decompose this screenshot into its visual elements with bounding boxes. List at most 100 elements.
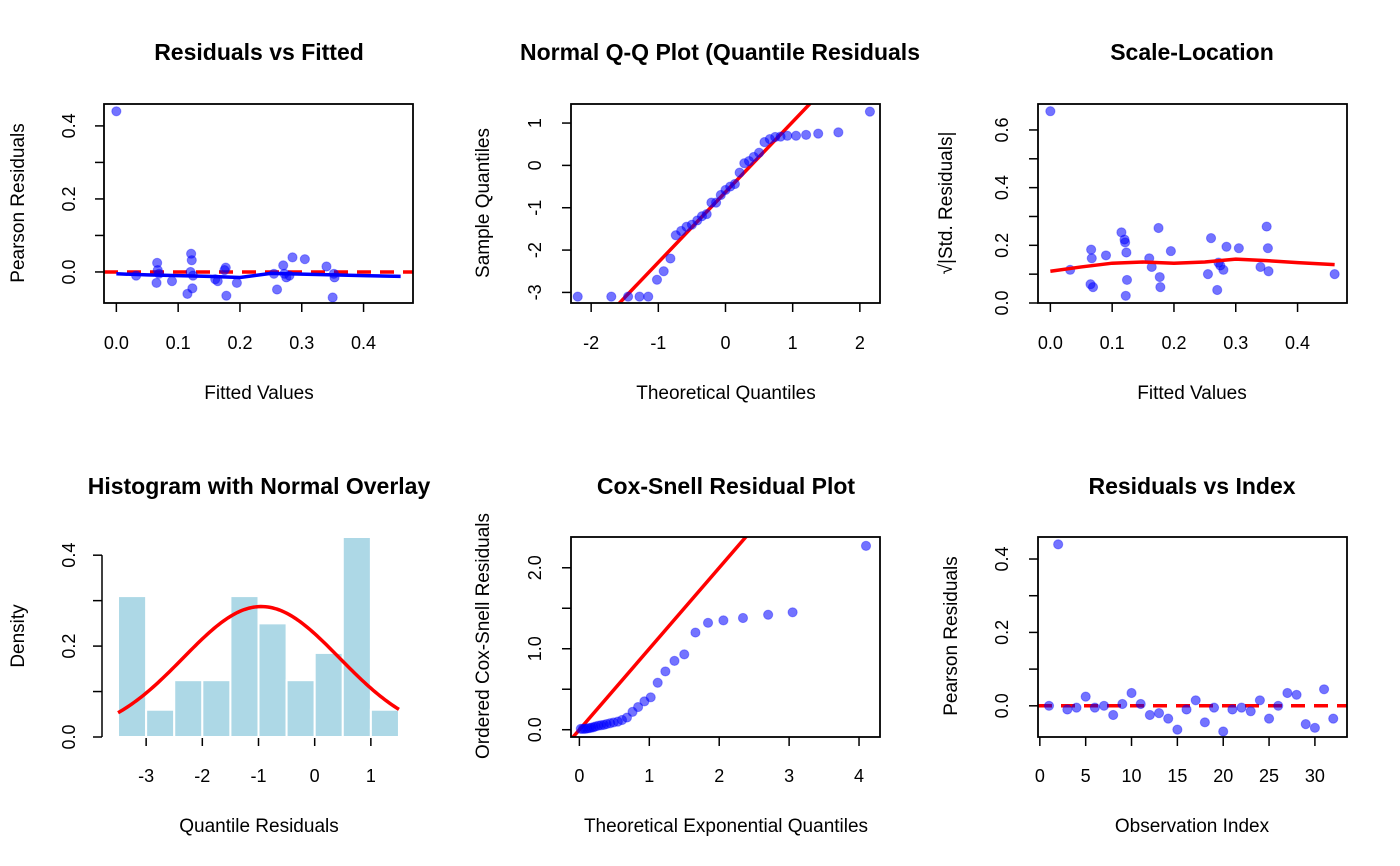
x-tick-label: 25 xyxy=(1259,766,1279,786)
plot-area-p3 xyxy=(1045,106,1340,301)
data-point xyxy=(271,284,283,295)
data-point xyxy=(1080,691,1091,702)
x-axis-label: Fitted Values xyxy=(204,383,313,404)
panel-p1: Residuals vs Fitted Fitted Values Pearson … xyxy=(8,39,414,404)
y-tick-label: 0.0 xyxy=(59,259,79,284)
x-tick-label: 10 xyxy=(1122,766,1142,786)
x-tick-label: 0.1 xyxy=(1100,333,1125,353)
histogram-bar xyxy=(145,708,176,739)
data-point xyxy=(1282,687,1293,699)
data-point xyxy=(1062,704,1073,715)
x-tick-label: 4 xyxy=(854,766,864,786)
data-point xyxy=(1165,245,1176,257)
x-tick-label: 15 xyxy=(1167,766,1187,786)
data-point xyxy=(763,609,774,620)
y-tick-label: 0.0 xyxy=(59,724,79,749)
data-point xyxy=(1100,250,1112,261)
x-axis-label: Quantile Residuals xyxy=(179,816,338,837)
data-point xyxy=(864,106,876,117)
data-point xyxy=(621,712,633,723)
histogram-bar xyxy=(257,622,288,739)
data-point xyxy=(860,540,872,552)
histogram-bar xyxy=(369,708,400,739)
data-point xyxy=(1087,282,1099,293)
data-point xyxy=(1227,704,1238,715)
x-tick-label: -1 xyxy=(250,766,266,786)
data-point xyxy=(753,147,765,158)
histogram-bar xyxy=(201,679,232,739)
data-point xyxy=(1153,222,1164,234)
plot-area-p5 xyxy=(571,537,872,737)
histogram-bar xyxy=(173,679,204,739)
data-point xyxy=(1089,702,1100,713)
panel-p4: Histogram with Normal Overlay Quantile Re… xyxy=(8,473,430,837)
data-point xyxy=(787,607,798,618)
data-point xyxy=(718,615,729,626)
y-tick-label: 2.0 xyxy=(525,555,545,580)
data-point xyxy=(299,254,310,265)
data-point xyxy=(111,106,122,117)
y-tick-label: 0.4 xyxy=(59,113,79,138)
data-point xyxy=(643,291,654,302)
histogram-bar xyxy=(341,536,372,738)
y-tick-label: 0.4 xyxy=(992,175,1012,200)
x-tick-label: 0.2 xyxy=(1161,333,1186,353)
histogram-bar xyxy=(313,651,344,739)
y-tick-label: 0.2 xyxy=(59,634,79,659)
data-point xyxy=(1120,290,1131,301)
data-point xyxy=(1218,264,1229,275)
y-tick-label: 0.0 xyxy=(992,693,1012,718)
data-point xyxy=(652,677,663,688)
data-point xyxy=(186,255,197,266)
x-tick-label: 0.1 xyxy=(166,333,191,353)
x-tick-label: -2 xyxy=(583,333,599,353)
data-point xyxy=(1121,247,1132,258)
data-point xyxy=(1221,241,1232,252)
chart-title: Cox-Snell Residual Plot xyxy=(597,473,855,499)
panel-p3: Scale-Location Fitted Values √|Std. Residu… xyxy=(936,39,1348,404)
x-tick-label: 0.0 xyxy=(1038,333,1063,353)
data-point xyxy=(1190,695,1201,706)
data-point xyxy=(782,130,793,141)
data-point xyxy=(572,291,583,302)
data-point xyxy=(658,266,669,277)
smooth-fit-line xyxy=(1050,257,1335,274)
y-tick-label: 0.4 xyxy=(992,547,1012,572)
data-point xyxy=(1233,243,1244,254)
x-axis-label: Fitted Values xyxy=(1137,383,1246,404)
data-point xyxy=(1126,687,1137,699)
data-point xyxy=(1291,689,1302,700)
data-point xyxy=(321,261,332,272)
y-tick-label: -1 xyxy=(525,200,545,216)
x-tick-label: 2 xyxy=(855,333,865,353)
x-tick-label: -2 xyxy=(194,766,210,786)
data-point xyxy=(278,260,289,271)
data-point xyxy=(645,692,656,703)
data-point xyxy=(1328,713,1339,724)
data-point xyxy=(1261,221,1272,232)
y-tick-label: 0.4 xyxy=(59,543,79,568)
plot-frame xyxy=(103,103,414,304)
x-tick-label: 30 xyxy=(1305,766,1325,786)
data-point xyxy=(1254,695,1265,706)
data-point xyxy=(729,178,741,190)
data-point xyxy=(1218,726,1229,737)
x-tick-label: 0.4 xyxy=(351,333,376,353)
data-point xyxy=(1135,698,1146,710)
data-point xyxy=(734,167,745,178)
data-point xyxy=(701,208,712,220)
x-tick-label: -1 xyxy=(650,333,666,353)
x-tick-label: 20 xyxy=(1213,766,1233,786)
data-point xyxy=(669,655,680,666)
data-point xyxy=(1071,702,1082,713)
plot-area-p1 xyxy=(104,106,413,303)
y-axis-label: √|Std. Residuals| xyxy=(936,132,957,275)
data-point xyxy=(1120,237,1131,248)
plot-area-p2 xyxy=(572,104,876,303)
y-tick-label: 0.0 xyxy=(992,290,1012,315)
x-tick-label: 5 xyxy=(1081,766,1091,786)
data-point xyxy=(1262,243,1273,254)
data-point xyxy=(1121,274,1133,286)
normal-density-curve xyxy=(117,604,400,715)
data-point xyxy=(1208,702,1220,713)
